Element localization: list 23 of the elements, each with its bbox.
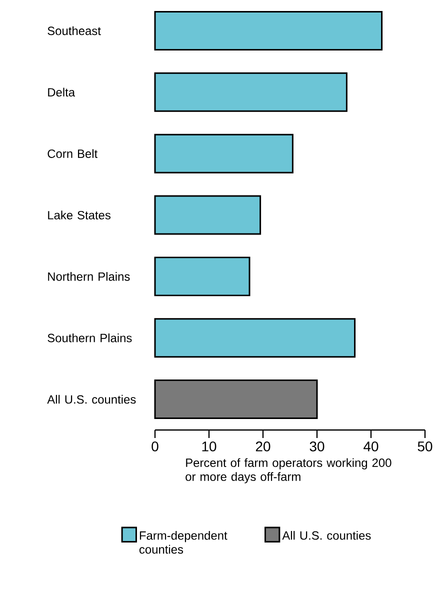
y-tick-label: All U.S. counties: [47, 394, 136, 404]
bar: [154, 256, 250, 296]
x-tick-label: 50: [418, 441, 432, 452]
x-tick-label: 0: [152, 441, 158, 452]
bar: [154, 380, 318, 420]
y-tick-label: Delta: [48, 88, 76, 97]
y-tick-label: Lake States: [48, 210, 110, 220]
bar: [154, 134, 294, 174]
x-axis-title: Percent of farm operators working 200 or more days off-farm: [186, 458, 392, 484]
bar: [154, 10, 383, 50]
x-tick-label: 20: [256, 441, 270, 452]
y-tick-label: Southeast: [48, 26, 101, 36]
legend-label: Farm-dependent counties: [139, 530, 228, 554]
bar: [154, 318, 356, 358]
bar: [154, 195, 262, 235]
bar: [154, 72, 348, 112]
x-tick-label: 40: [364, 441, 378, 452]
x-tick-label: 10: [202, 441, 216, 452]
legend-label: All U.S. counties: [282, 530, 371, 540]
y-tick-label: Corn Belt: [48, 149, 98, 158]
x-tick-label: 30: [310, 441, 324, 452]
y-tick-label: Southern Plains: [48, 333, 132, 342]
y-tick-label: Northern Plains: [48, 272, 130, 281]
